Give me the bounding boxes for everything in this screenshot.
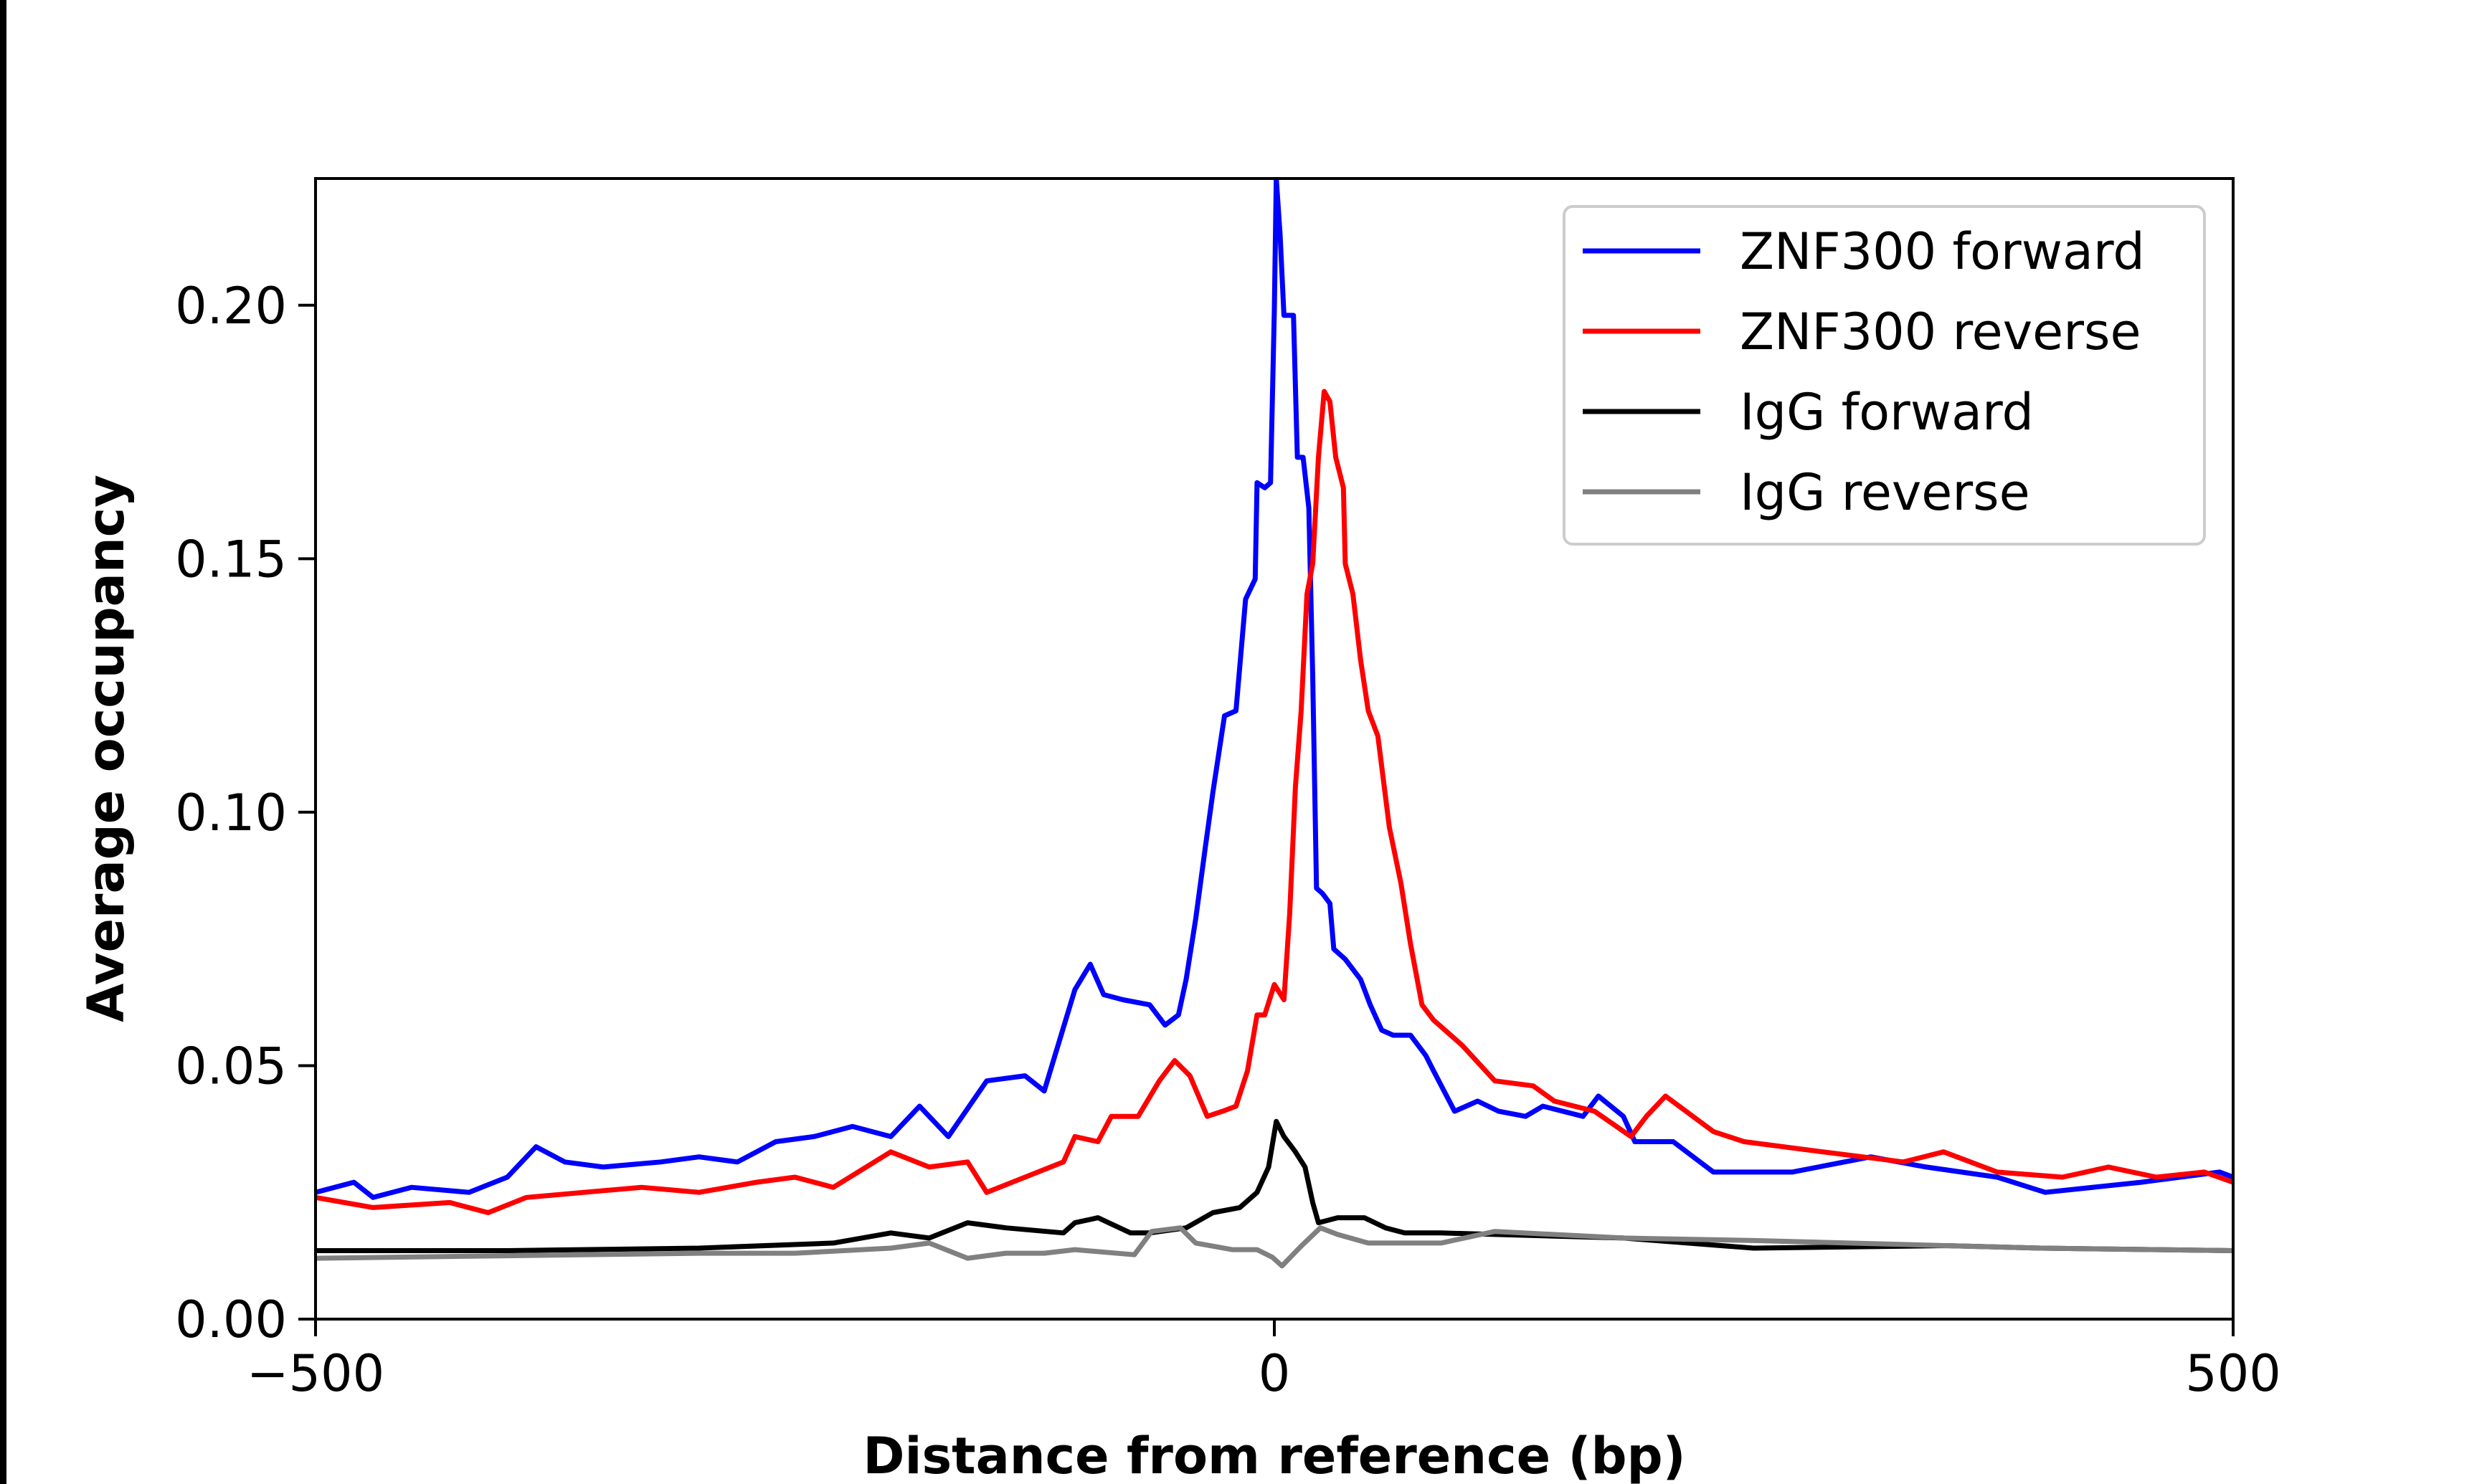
- legend-label: ZNF300 reverse: [1740, 303, 2141, 361]
- y-tick-label: 0.05: [175, 1037, 287, 1095]
- series-layer: [316, 179, 2233, 1269]
- series-line-igg-forward: [316, 1118, 2233, 1253]
- y-tick-label: 0.15: [175, 530, 287, 589]
- series-line-znf300-reverse: [316, 389, 2233, 1215]
- legend-entry: ZNF300 forward: [1583, 222, 2145, 281]
- x-axis-label: Distance from reference (bp): [863, 1427, 1685, 1484]
- legend-label: ZNF300 forward: [1740, 222, 2145, 281]
- y-tick-label: 0.00: [175, 1290, 287, 1349]
- legend: ZNF300 forward ZNF300 reverse IgG forward I…: [1563, 205, 2206, 546]
- y-tick-label: 0.20: [175, 277, 287, 336]
- y-axis-label: Average occupancy: [77, 475, 136, 1022]
- x-tick-label: 0: [1259, 1344, 1291, 1403]
- legend-entry: IgG forward: [1583, 383, 2034, 442]
- legend-entry: ZNF300 reverse: [1583, 303, 2141, 361]
- legend-label: IgG forward: [1740, 383, 2034, 442]
- ticks-layer: −500 0 500 0.00 0.05 0.10 0.15 0.20: [175, 277, 2281, 1403]
- legend-entry: IgG reverse: [1583, 463, 2030, 522]
- left-border: [0, 0, 6, 1484]
- y-tick-label: 0.10: [175, 784, 287, 842]
- x-tick-label: 500: [2185, 1344, 2281, 1403]
- series-line-igg-reverse: [316, 1225, 2233, 1269]
- legend-box: [1563, 205, 2206, 546]
- x-tick-label: −500: [247, 1344, 384, 1403]
- series-line-znf300-forward: [316, 179, 2233, 1200]
- legend-label: IgG reverse: [1740, 463, 2030, 522]
